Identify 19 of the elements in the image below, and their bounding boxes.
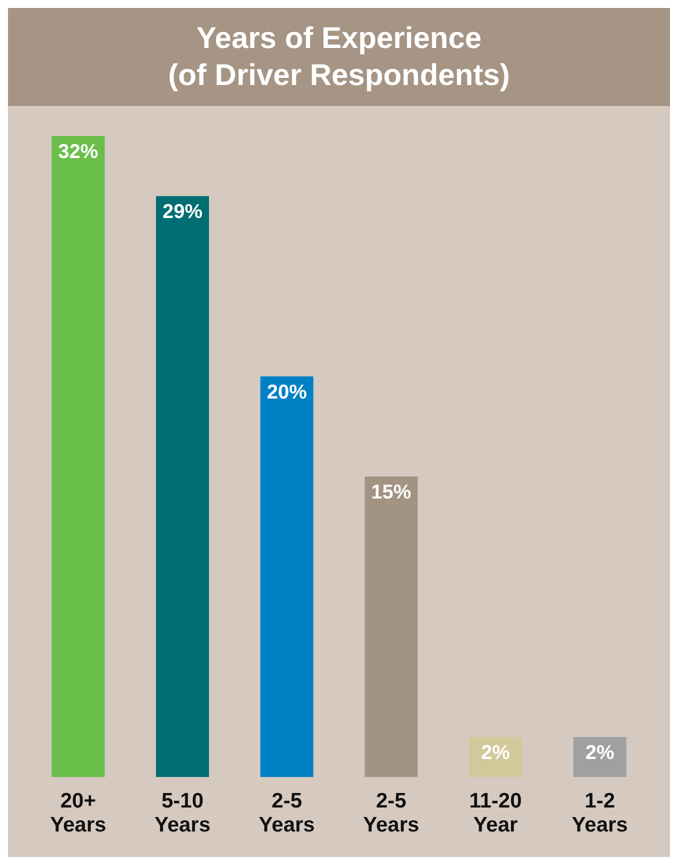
data-label: 15% <box>371 482 412 504</box>
bar <box>364 476 418 777</box>
bar <box>573 736 626 777</box>
data-label: 29% <box>162 201 203 224</box>
x-tick-label: 1-2 Years <box>572 790 628 836</box>
chart-title: Years of Experience (of Driver Respondents) <box>8 8 670 106</box>
data-label: 2% <box>585 742 615 764</box>
x-tick-label: 5-10 Years <box>154 790 211 836</box>
x-tick-label: 11-20 Year <box>469 790 522 836</box>
bar <box>260 376 314 777</box>
data-label: 20% <box>266 381 308 404</box>
bar <box>156 196 209 777</box>
bar <box>52 136 105 777</box>
data-label: 32% <box>58 141 98 163</box>
x-tick-label: 2-5 Years <box>258 790 315 836</box>
x-tick-label: 20+ Years <box>50 790 106 836</box>
x-tick-label: 2-5 Years <box>363 790 420 836</box>
data-label: 2% <box>481 742 510 764</box>
bar <box>469 736 522 777</box>
